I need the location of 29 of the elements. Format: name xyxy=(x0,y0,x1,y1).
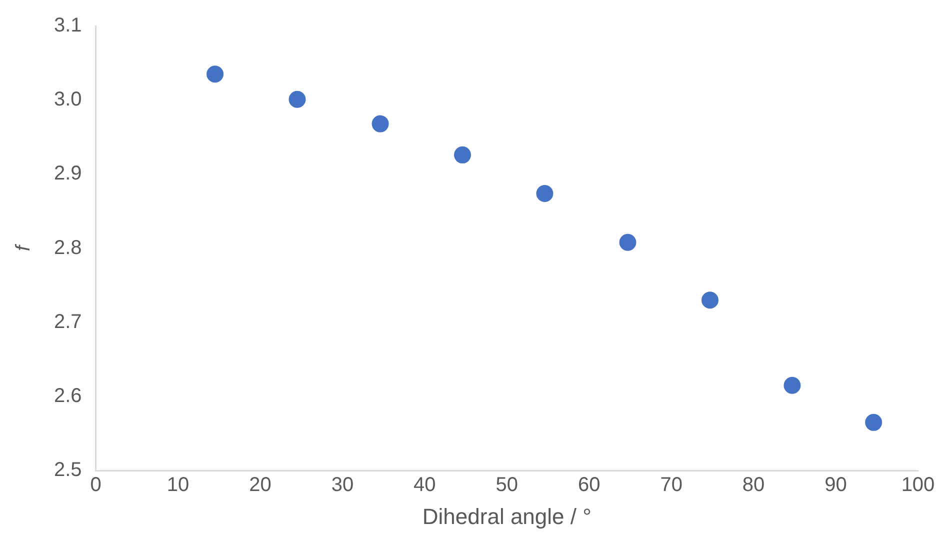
point xyxy=(619,234,636,251)
point xyxy=(784,376,801,394)
point xyxy=(701,292,718,309)
point xyxy=(865,414,882,431)
point xyxy=(536,184,554,202)
point xyxy=(454,146,472,164)
y-tick-label: 3.1 xyxy=(54,14,82,37)
point xyxy=(372,115,389,132)
x-tick-label: 0 xyxy=(90,474,102,496)
x-tick-label: 40 xyxy=(414,474,436,496)
y-tick-label: 2.6 xyxy=(54,385,82,408)
y-axis-title: f xyxy=(12,243,35,252)
x-axis-title: Dihedral angle / ° xyxy=(422,504,592,529)
y-tick-label: 2.9 xyxy=(54,162,82,185)
x-tick-label: 50 xyxy=(496,474,518,496)
y-tick-label: 3.0 xyxy=(54,88,82,111)
x-tick-label: 60 xyxy=(578,474,600,496)
x-tick-label: 100 xyxy=(901,474,935,496)
x-tick-label: 10 xyxy=(166,474,190,496)
y-tick-label: 2.5 xyxy=(54,459,82,482)
x-tick-label: 30 xyxy=(331,474,354,496)
point xyxy=(288,90,306,108)
x-tick-label: 80 xyxy=(742,474,765,496)
x-tick-label: 70 xyxy=(660,474,682,496)
x-tick-label: 20 xyxy=(249,474,272,496)
x-tick-label: 90 xyxy=(824,474,847,496)
point xyxy=(206,66,224,83)
y-tick-label: 2.8 xyxy=(54,236,82,259)
y-tick-label: 2.7 xyxy=(54,310,82,333)
